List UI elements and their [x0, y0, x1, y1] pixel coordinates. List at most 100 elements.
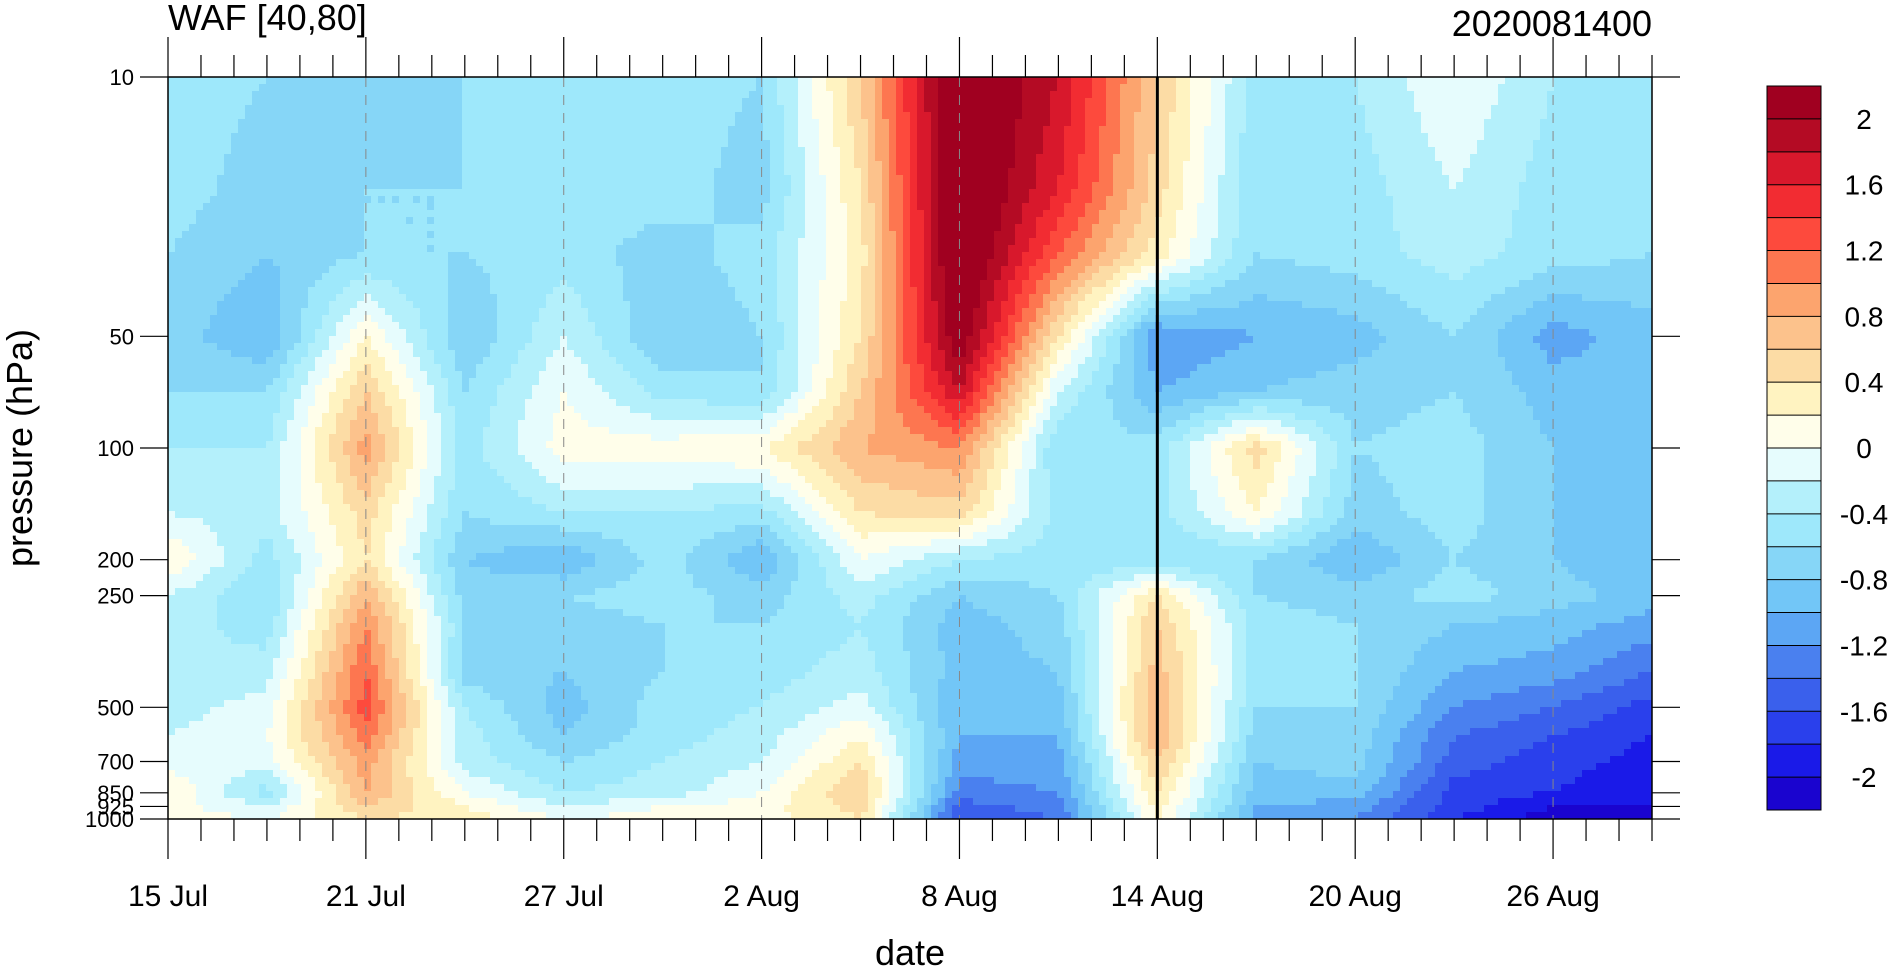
heatmap-cell	[770, 77, 778, 85]
heatmap-cell	[1540, 105, 1548, 113]
heatmap-cell	[1505, 140, 1513, 148]
heatmap-cell	[812, 77, 820, 85]
heatmap-cell	[462, 119, 470, 127]
heatmap-cell	[1323, 196, 1331, 204]
heatmap-cell	[672, 91, 680, 99]
heatmap-cell	[1407, 182, 1415, 190]
heatmap-cell	[455, 126, 463, 134]
heatmap-cell	[1638, 147, 1646, 155]
heatmap-cell	[784, 119, 792, 127]
heatmap-cell	[1610, 161, 1618, 169]
heatmap-cell	[924, 119, 932, 127]
heatmap-cell	[1232, 84, 1240, 92]
heatmap-cell	[672, 189, 680, 197]
heatmap-cell	[210, 210, 218, 218]
heatmap-cell	[749, 231, 757, 239]
heatmap-cell	[840, 182, 848, 190]
heatmap-cell	[1582, 98, 1590, 106]
heatmap-cell	[483, 217, 491, 225]
heatmap-cell	[1365, 133, 1373, 141]
heatmap-cell	[875, 231, 883, 239]
heatmap-cell	[1547, 224, 1555, 232]
heatmap-cell	[1022, 77, 1030, 85]
heatmap-cell	[1442, 196, 1450, 204]
heatmap-cell	[1589, 189, 1597, 197]
heatmap-cell	[1428, 140, 1436, 148]
heatmap-cell	[707, 175, 715, 183]
heatmap-cell	[1288, 119, 1296, 127]
heatmap-cell	[511, 203, 519, 211]
heatmap-cell	[826, 154, 834, 162]
heatmap-cell	[1617, 231, 1625, 239]
heatmap-cell	[574, 196, 582, 204]
heatmap-cell	[1190, 224, 1198, 232]
heatmap-cell	[630, 175, 638, 183]
heatmap-cell	[938, 231, 946, 239]
heatmap-cell	[1148, 140, 1156, 148]
heatmap-cell	[1029, 105, 1037, 113]
heatmap-cell	[175, 77, 183, 85]
heatmap-cell	[231, 224, 239, 232]
heatmap-cell	[1001, 217, 1009, 225]
heatmap-cell	[210, 203, 218, 211]
heatmap-cell	[1190, 91, 1198, 99]
heatmap-cell	[728, 91, 736, 99]
heatmap-cell	[1092, 189, 1100, 197]
heatmap-cell	[1113, 112, 1121, 120]
heatmap-cell	[1498, 161, 1506, 169]
heatmap-cell	[1449, 147, 1457, 155]
heatmap-cell	[819, 140, 827, 148]
heatmap-cell	[966, 231, 974, 239]
heatmap-cell	[532, 182, 540, 190]
heatmap-cell	[574, 203, 582, 211]
heatmap-cell	[1106, 210, 1114, 218]
heatmap-cell	[518, 217, 526, 225]
heatmap-cell	[1127, 161, 1135, 169]
heatmap-cell	[483, 119, 491, 127]
heatmap-cell	[266, 210, 274, 218]
heatmap-cell	[1022, 182, 1030, 190]
heatmap-cell	[1365, 196, 1373, 204]
heatmap-cell	[1449, 77, 1457, 85]
heatmap-cell	[749, 217, 757, 225]
heatmap-cell	[1505, 91, 1513, 99]
heatmap-cell	[595, 182, 603, 190]
heatmap-cell	[231, 77, 239, 85]
heatmap-cell	[1610, 98, 1618, 106]
heatmap-cell	[1421, 182, 1429, 190]
heatmap-cell	[448, 112, 456, 120]
heatmap-cell	[1050, 196, 1058, 204]
heatmap-cell	[686, 91, 694, 99]
heatmap-cell	[1043, 154, 1051, 162]
heatmap-cell	[1106, 133, 1114, 141]
heatmap-cell	[791, 91, 799, 99]
heatmap-cell	[1456, 231, 1464, 239]
heatmap-cell	[966, 182, 974, 190]
heatmap-cell	[1253, 210, 1261, 218]
heatmap-cell	[1141, 196, 1149, 204]
heatmap-cell	[1295, 84, 1303, 92]
heatmap-cell	[700, 147, 708, 155]
heatmap-cell	[693, 196, 701, 204]
heatmap-cell	[1442, 98, 1450, 106]
heatmap-cell	[1162, 217, 1170, 225]
heatmap-cell	[742, 168, 750, 176]
heatmap-cell	[539, 189, 547, 197]
heatmap-cell	[1582, 154, 1590, 162]
heatmap-cell	[518, 203, 526, 211]
heatmap-cell	[1638, 210, 1646, 218]
heatmap-cell	[1239, 140, 1247, 148]
heatmap-cell	[679, 210, 687, 218]
heatmap-cell	[1561, 105, 1569, 113]
heatmap-cell	[672, 217, 680, 225]
heatmap-cell	[1568, 210, 1576, 218]
heatmap-cell	[1484, 77, 1492, 85]
heatmap-cell	[1645, 140, 1652, 148]
heatmap-cell	[868, 231, 876, 239]
heatmap-cell	[903, 182, 911, 190]
heatmap-cell	[1050, 161, 1058, 169]
heatmap-cell	[686, 189, 694, 197]
heatmap-cell	[1575, 217, 1583, 225]
heatmap-cell	[658, 210, 666, 218]
heatmap-cell	[1092, 175, 1100, 183]
